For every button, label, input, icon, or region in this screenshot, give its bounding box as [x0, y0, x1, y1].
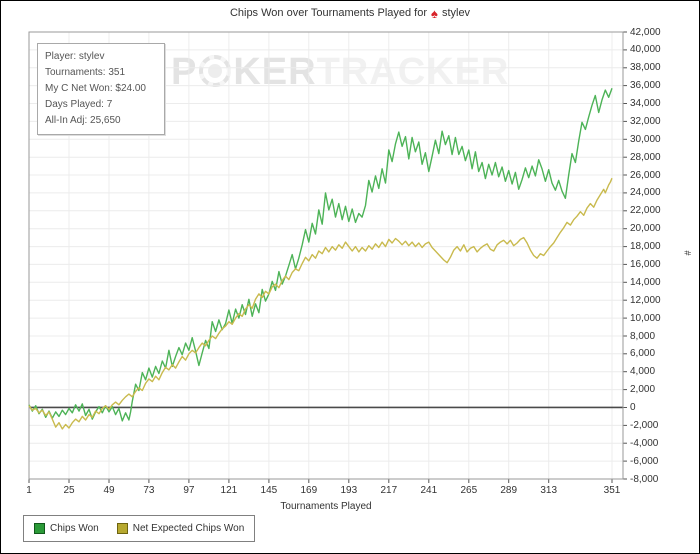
y-tick-label: -6,000	[630, 455, 659, 467]
y-tick-label: 20,000	[630, 223, 661, 235]
x-axis-title: Tournaments Played	[280, 501, 372, 512]
chart-title-player: stylev	[441, 7, 471, 19]
y-tick-label: 22,000	[630, 205, 661, 217]
info-net-won: My C Net Won: $24.00	[45, 83, 146, 94]
y-tick-label: 12,000	[630, 294, 661, 306]
x-tick-label: 193	[340, 485, 358, 496]
y-tick-label: 6,000	[630, 348, 656, 360]
y-tick-label: 36,000	[630, 80, 661, 92]
series-chips-won	[28, 88, 613, 422]
player-info-box: Player: stylev Tournaments: 351 My C Net…	[37, 43, 165, 135]
x-tick-label: 313	[540, 485, 558, 496]
chart-title: Chips Won over Tournaments Played for ♠ …	[1, 5, 699, 21]
y-tick-label: 14,000	[630, 276, 661, 288]
y-tick-label: 38,000	[630, 62, 661, 74]
info-player: Player: stylev	[45, 51, 105, 62]
series-net-expected-chips-won	[28, 177, 613, 430]
x-tick-label: 289	[500, 485, 518, 496]
y-tick-label: 2,000	[630, 384, 656, 396]
y-tick-label: 18,000	[630, 241, 661, 253]
info-days-played: Days Played: 7	[45, 99, 113, 110]
y-tick-label: -2,000	[630, 419, 659, 431]
y-tick-label: 4,000	[630, 366, 656, 378]
chart-title-text: Chips Won over Tournaments Played for	[229, 7, 428, 19]
legend-box: Chips Won Net Expected Chips Won	[23, 515, 256, 542]
x-tick-label: 217	[380, 485, 398, 496]
net-expected-swatch	[116, 523, 128, 534]
y-axis-unit-label: #	[682, 250, 693, 256]
x-tick-label: 121	[220, 485, 238, 496]
y-tick-label: 42,000	[630, 26, 661, 38]
legend-label-net-expected: Net Expected Chips Won	[132, 523, 245, 534]
y-tick-label: 26,000	[630, 169, 661, 181]
chips-won-swatch	[34, 523, 45, 534]
y-tick-label: -4,000	[630, 437, 659, 449]
pokerstars-spade-icon: ♠	[431, 5, 438, 21]
y-tick-label: 32,000	[630, 115, 661, 127]
x-tick-label: 25	[63, 485, 75, 496]
y-tick-label: 30,000	[630, 133, 661, 145]
x-tick-label: 97	[183, 485, 195, 496]
legend-label-chips-won: Chips Won	[50, 523, 99, 534]
y-tick-label: 24,000	[630, 187, 661, 199]
y-tick-label: 34,000	[630, 98, 661, 109]
legend-item-chips-won: Chips Won	[34, 523, 99, 534]
y-tick-label: 28,000	[630, 151, 661, 163]
x-tick-label: 241	[420, 485, 438, 496]
x-tick-label: 265	[460, 485, 478, 496]
x-tick-label: 169	[300, 485, 318, 496]
y-tick-label: 40,000	[630, 44, 661, 56]
x-tick-label: 49	[103, 485, 115, 496]
info-allin-adj: All-In Adj: 25,650	[45, 115, 121, 126]
x-tick-label: 1	[26, 485, 32, 496]
legend-item-net-expected: Net Expected Chips Won	[116, 523, 245, 534]
x-tick-label: 351	[603, 485, 621, 496]
y-tick-label: 10,000	[630, 312, 661, 324]
y-tick-label: 16,000	[630, 258, 661, 270]
x-tick-label: 145	[260, 485, 278, 496]
y-tick-label: 8,000	[630, 330, 656, 342]
y-tick-label: 0	[630, 402, 636, 413]
info-tournaments: Tournaments: 351	[45, 67, 126, 78]
y-tick-label: -8,000	[630, 473, 659, 485]
x-tick-label: 73	[143, 485, 155, 496]
